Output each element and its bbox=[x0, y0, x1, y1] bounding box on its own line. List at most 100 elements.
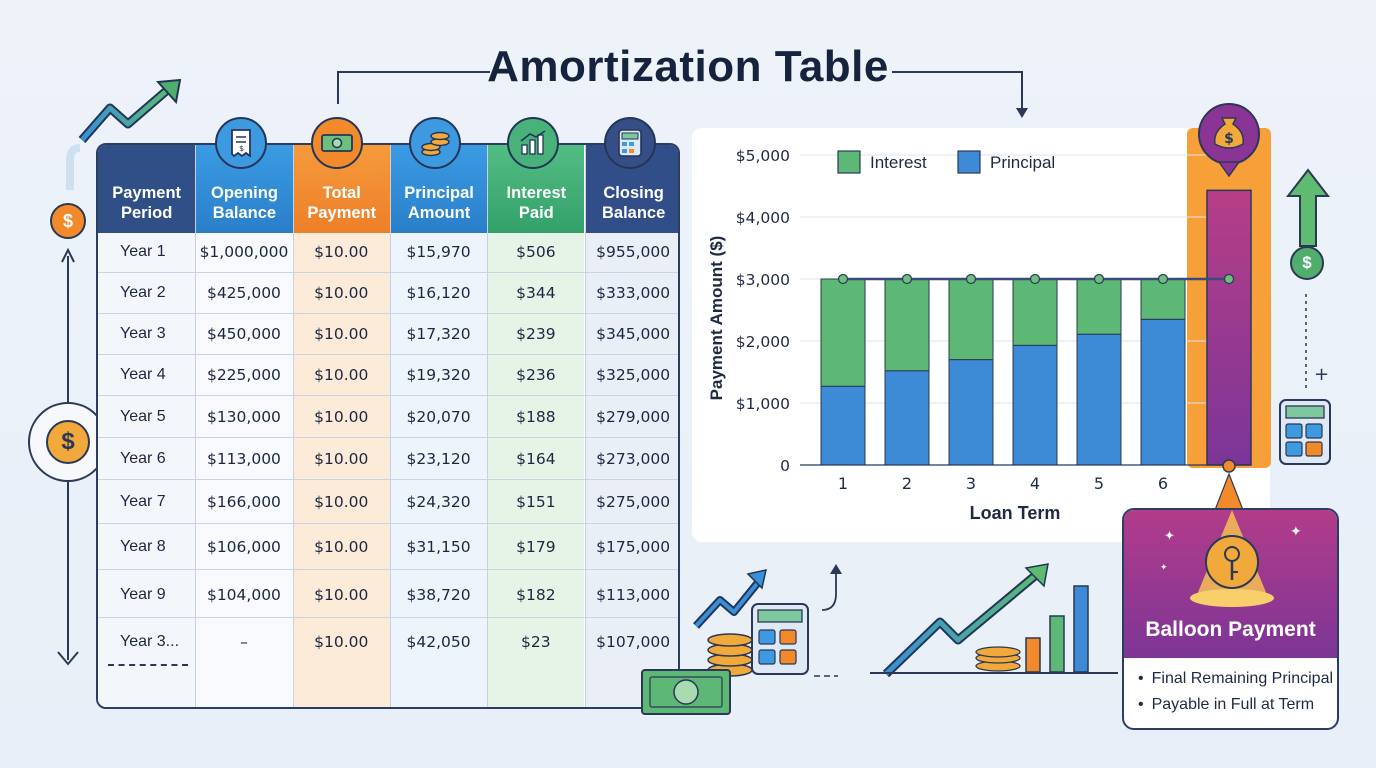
cell-closing-balance: $325,000 bbox=[596, 366, 671, 384]
header-text: Payment bbox=[307, 204, 377, 222]
bar-interest bbox=[1012, 278, 1058, 346]
x-tick-label: 4 bbox=[1030, 474, 1040, 493]
cell-closing-balance: $333,000 bbox=[596, 284, 671, 302]
row-underline bbox=[108, 664, 188, 666]
balloon-list: Final Remaining Principal Payable in Ful… bbox=[1138, 666, 1333, 718]
bar-interest bbox=[884, 278, 930, 372]
table-row: Year 6 $113,000 $10.00 $23,120 $164 $273,000 bbox=[98, 438, 678, 480]
cell-opening-balance: $113,000 bbox=[206, 449, 281, 468]
table-row: Year 4 $225,000 $10.00 $19,320 $236 $325,000 bbox=[98, 355, 678, 396]
header-text: Total bbox=[322, 184, 361, 202]
table-row: Year 2 $425,000 $10.00 $16,120 $344 $333,000 bbox=[98, 273, 678, 314]
legend-label: Interest bbox=[870, 153, 927, 172]
table-row: Year 7 $166,000 $10.00 $24,320 $151 $275,000 bbox=[98, 480, 678, 524]
cell-total-payment: $10.00 bbox=[314, 537, 369, 556]
money-calculator-illustration bbox=[641, 564, 842, 715]
cell-opening-balance: $106,000 bbox=[206, 537, 281, 556]
table-row: Year 1 $1,000,000 $10.00 $15,970 $506 $955,00… bbox=[98, 232, 678, 273]
cell-interest-paid: $151 bbox=[516, 492, 556, 511]
cell-total-payment: $10.00 bbox=[314, 407, 369, 426]
cell-principal-amount: $19,320 bbox=[406, 366, 471, 384]
balloon-payment-card: ✦ ✦ ✦ Balloon Payment Final Remaining Pr… bbox=[1122, 508, 1339, 730]
header-text: Principal bbox=[404, 184, 474, 202]
cell-principal-amount: $17,320 bbox=[406, 325, 471, 343]
line-point bbox=[965, 273, 977, 285]
balloon-header: ✦ ✦ ✦ Balloon Payment bbox=[1124, 510, 1337, 658]
page-title: Amortization Table bbox=[487, 42, 889, 91]
y-tick-label: $1,000 bbox=[736, 395, 790, 413]
cell-total-payment: $10.00 bbox=[314, 284, 369, 302]
cell-interest-paid: $179 bbox=[516, 537, 556, 556]
cell-opening-balance: $130,000 bbox=[206, 407, 281, 426]
title-connector bbox=[337, 71, 1028, 118]
header-text: Amount bbox=[407, 204, 471, 222]
cell-payment-period: Year 5 bbox=[120, 407, 166, 425]
cell-interest-paid: $23 bbox=[521, 633, 551, 651]
cell-opening-balance: $104,000 bbox=[206, 585, 281, 604]
cell-closing-balance: $113,000 bbox=[596, 585, 671, 604]
legend-swatch bbox=[837, 150, 861, 174]
cell-total-payment: $10.00 bbox=[314, 449, 369, 468]
cell-closing-balance: $107,000 bbox=[596, 633, 671, 651]
header-payment-period: Payment Period bbox=[98, 145, 196, 233]
cell-closing-balance: $275,000 bbox=[596, 492, 671, 511]
cell-principal-amount: $23,120 bbox=[406, 449, 471, 468]
bar-interest bbox=[948, 278, 994, 361]
x-tick-label: 1 bbox=[838, 474, 848, 493]
bar-interest bbox=[820, 278, 866, 387]
cell-principal-amount: $24,320 bbox=[406, 492, 471, 511]
table-row: Year 3 $450,000 $10.00 $17,320 $239 $345,000 bbox=[98, 314, 678, 355]
cell-principal-amount: $42,050 bbox=[406, 633, 471, 651]
growth-illustration bbox=[870, 563, 1118, 678]
col-body bbox=[98, 233, 196, 707]
money-bag-pin-tip bbox=[1217, 161, 1241, 178]
col-body bbox=[196, 233, 293, 707]
bar-principal bbox=[948, 359, 994, 466]
cell-payment-period: Year 9 bbox=[120, 585, 166, 603]
cell-closing-balance: $279,000 bbox=[596, 407, 671, 426]
svg-text:✦: ✦ bbox=[1290, 524, 1302, 540]
svg-text:✦: ✦ bbox=[1160, 563, 1168, 573]
svg-text:+: + bbox=[1314, 364, 1329, 385]
cell-payment-period: Year 3... bbox=[120, 633, 180, 650]
cell-principal-amount: $38,720 bbox=[406, 585, 471, 604]
x-tick-label: 2 bbox=[902, 474, 912, 493]
cell-payment-period: Year 8 bbox=[120, 537, 166, 555]
payment-chart: 0 $1,000 $2,000 $3,000 $4,000 $5,000 1 2 3 4 5 6 $ Lo… bbox=[707, 103, 1271, 523]
header-text: Payment bbox=[112, 184, 182, 202]
y-tick-label: $3,000 bbox=[736, 271, 790, 289]
bar-interest bbox=[1140, 278, 1186, 320]
coin-stack-icon bbox=[409, 117, 461, 169]
col-body bbox=[488, 233, 585, 707]
cell-opening-balance: $1,000,000 bbox=[199, 243, 289, 261]
dollar-coin-icon: $ bbox=[1290, 246, 1324, 280]
line-point bbox=[901, 273, 913, 285]
bar-principal bbox=[884, 370, 930, 466]
legend-swatch bbox=[957, 150, 981, 174]
cell-payment-period: Year 6 bbox=[120, 449, 166, 467]
cell-closing-balance: $175,000 bbox=[596, 537, 671, 556]
dollar-glyph: $ bbox=[1224, 131, 1234, 147]
cell-total-payment: $10.00 bbox=[314, 325, 369, 343]
cell-payment-period: Year 1 bbox=[120, 243, 166, 260]
cell-total-payment: $10.00 bbox=[314, 366, 369, 384]
bar-principal bbox=[1140, 318, 1186, 466]
balloon-marker bbox=[1222, 459, 1236, 473]
bar-balloon bbox=[1206, 189, 1252, 466]
cell-total-payment: $10.00 bbox=[314, 633, 369, 651]
bar-principal bbox=[820, 385, 866, 466]
cell-payment-period: Year 2 bbox=[120, 284, 166, 301]
cell-principal-amount: $20,070 bbox=[406, 407, 471, 426]
amortization-table: Payment Period Opening Balance Total Paymen… bbox=[96, 143, 680, 709]
cell-opening-balance: $425,000 bbox=[206, 284, 281, 302]
col-body bbox=[585, 233, 678, 707]
balloon-item: Payable in Full at Term bbox=[1138, 692, 1333, 718]
cell-opening-balance: – bbox=[240, 633, 248, 651]
x-tick-label: 6 bbox=[1158, 474, 1168, 493]
x-axis-label: Loan Term bbox=[970, 503, 1061, 523]
key-coin-icon: ✦ ✦ ✦ bbox=[1160, 510, 1302, 607]
balloon-title: Balloon Payment bbox=[1145, 618, 1316, 641]
line-point bbox=[1223, 273, 1235, 285]
x-tick-label: 5 bbox=[1094, 474, 1104, 493]
bar-principal bbox=[1076, 333, 1122, 466]
